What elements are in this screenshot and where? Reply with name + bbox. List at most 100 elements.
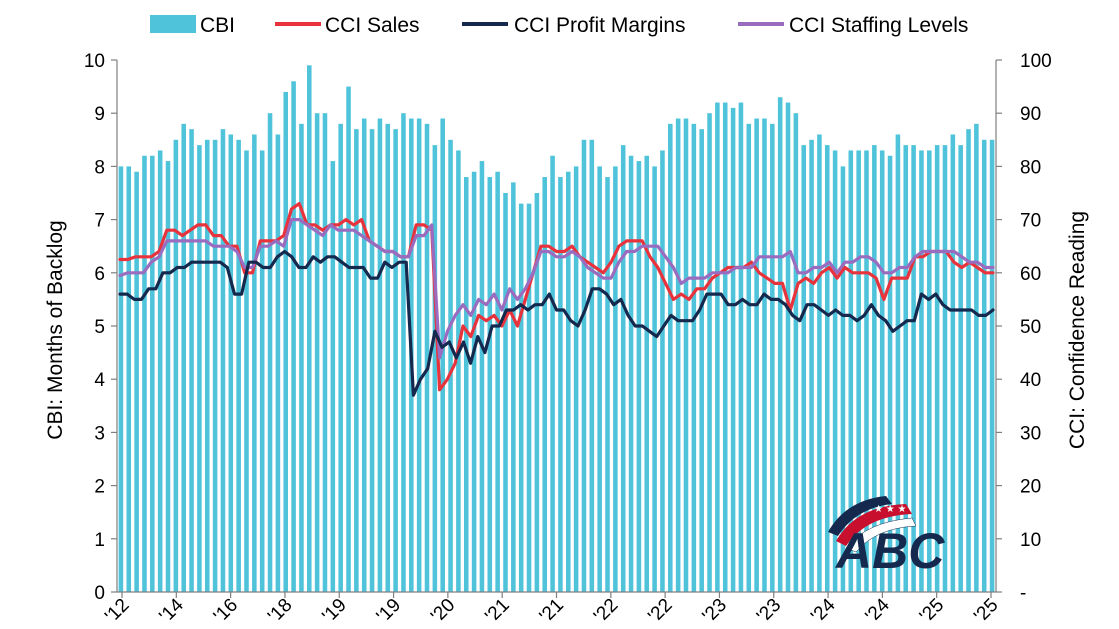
- y-tick-label-left: 3: [94, 423, 105, 444]
- y-tick-label-left: 1: [94, 530, 105, 551]
- cbi-bar: [754, 118, 759, 593]
- x-tick-label: '25: [970, 595, 1002, 627]
- cbi-bar: [361, 118, 367, 593]
- y-axis-left-title: CBI: Months of Backlog: [44, 220, 67, 439]
- legend-item-cbi[interactable]: CBI: [150, 14, 235, 37]
- y-axis-right-title: CCI: Confidence Reading: [1066, 211, 1089, 449]
- x-tick-label: '25: [916, 595, 948, 627]
- y-tick-label-left: 10: [84, 51, 105, 72]
- cbi-bar: [126, 166, 132, 592]
- cbi-bar: [204, 139, 210, 593]
- cbi-bar: [432, 145, 438, 592]
- y-tick-label-left: 0: [94, 583, 105, 604]
- cbi-bar: [809, 139, 814, 593]
- cbi-bar: [275, 134, 281, 593]
- x-tick-label: '18: [264, 595, 296, 627]
- legend-item-cci-staffing-levels[interactable]: CCI Staffing Levels: [738, 14, 968, 37]
- cbi-bar: [220, 129, 226, 592]
- cbi-bar: [738, 102, 744, 592]
- cbi-bar: [966, 129, 971, 592]
- cbi-bar: [503, 193, 508, 592]
- cbi-bar: [817, 134, 822, 593]
- x-tick-label: '24: [807, 594, 840, 627]
- y-tick-label-left: 7: [94, 211, 105, 232]
- cbi-bar: [267, 113, 273, 592]
- y-tick-label-right: 50: [1020, 317, 1041, 338]
- cbi-bar: [416, 118, 422, 593]
- cbi-bar: [558, 177, 563, 593]
- cbi-bar: [762, 118, 767, 593]
- cbi-bar: [832, 150, 838, 592]
- x-tick-label: '21: [481, 595, 513, 627]
- logo-text: ABC: [834, 523, 945, 579]
- x-tick-label: '12: [101, 595, 133, 627]
- cbi-bar: [942, 145, 948, 592]
- legend: CBI CCI Sales CCI Profit Margins CCI Sta…: [150, 14, 968, 37]
- cbi-bar: [919, 150, 924, 592]
- y-ticks-right: - 10 20 30 40 50 60 70 80 90 100: [996, 51, 1052, 604]
- cbi-bar: [605, 177, 610, 593]
- cbi-bar: [157, 150, 163, 592]
- cbi-bar: [691, 123, 697, 592]
- cbi-bar: [377, 118, 383, 593]
- cbi-bar: [903, 145, 909, 592]
- cbi-bar: [299, 123, 304, 592]
- legend-item-cci-sales[interactable]: CCI Sales: [275, 14, 420, 37]
- cbi-bar: [974, 123, 979, 592]
- cbi-bar: [197, 145, 202, 592]
- cbi-bar: [252, 134, 257, 593]
- cbi-bar: [887, 155, 893, 592]
- cbi-bar: [927, 150, 932, 592]
- y-tick-label-left: 2: [94, 477, 105, 498]
- cbi-bar: [644, 155, 650, 592]
- y-tick-label-left: 9: [94, 104, 105, 125]
- cbi-bar: [989, 139, 995, 593]
- cbi-bar: [456, 150, 461, 592]
- cbi-bar: [770, 123, 775, 592]
- y-tick-label-right: 80: [1020, 157, 1041, 178]
- line-cci-staffing-levels: [118, 218, 995, 360]
- abc-logo: ★ ★ ★ ABC: [828, 496, 945, 579]
- legend-swatch-cbi: [150, 15, 196, 33]
- cbi-bar: [911, 145, 916, 592]
- cbi-bar: [879, 150, 885, 592]
- logo-stripe-white: [845, 517, 917, 553]
- cbi-bar: [244, 150, 249, 592]
- cbi-bar: [730, 107, 736, 592]
- cbi-bar: [597, 166, 602, 592]
- cci-lines: [118, 202, 995, 397]
- cbi-bar: [785, 102, 791, 592]
- cbi-bar: [777, 97, 783, 593]
- cbi-bar: [189, 129, 194, 592]
- cbi-bar: [401, 113, 406, 592]
- cbi-bar: [393, 129, 398, 592]
- legend-label-cci-sales: CCI Sales: [325, 14, 420, 37]
- cbi-bar: [746, 123, 752, 592]
- cbi-bar: [699, 129, 704, 592]
- x-tick-label: '19: [373, 595, 405, 627]
- cbi-bar: [385, 123, 391, 592]
- cbi-bar: [511, 182, 516, 593]
- cbi-bar: [628, 155, 634, 592]
- x-tick-label: '22: [644, 595, 676, 627]
- cbi-bar: [668, 123, 673, 592]
- x-tick-label: '16: [210, 595, 242, 627]
- cbi-bar: [542, 177, 548, 593]
- cbi-bar: [369, 129, 375, 592]
- cbi-bar: [346, 86, 351, 592]
- x-tick-label: '14: [155, 594, 188, 627]
- y-tick-label-right: 70: [1020, 211, 1041, 232]
- legend-item-cci-profit-margins[interactable]: CCI Profit Margins: [462, 14, 686, 37]
- cbi-bar: [526, 203, 532, 592]
- y-tick-label-left: 6: [94, 264, 105, 285]
- cbi-bar: [573, 166, 579, 592]
- y-tick-label-right: -: [1020, 583, 1026, 604]
- x-tick-label: '23: [699, 595, 731, 627]
- cbi-bar: [824, 145, 830, 592]
- cbi-bar: [354, 129, 359, 592]
- x-tick-label: '24: [862, 594, 895, 627]
- cbi-bar: [613, 166, 618, 592]
- axes: [116, 60, 997, 593]
- cbi-bar: [236, 139, 241, 593]
